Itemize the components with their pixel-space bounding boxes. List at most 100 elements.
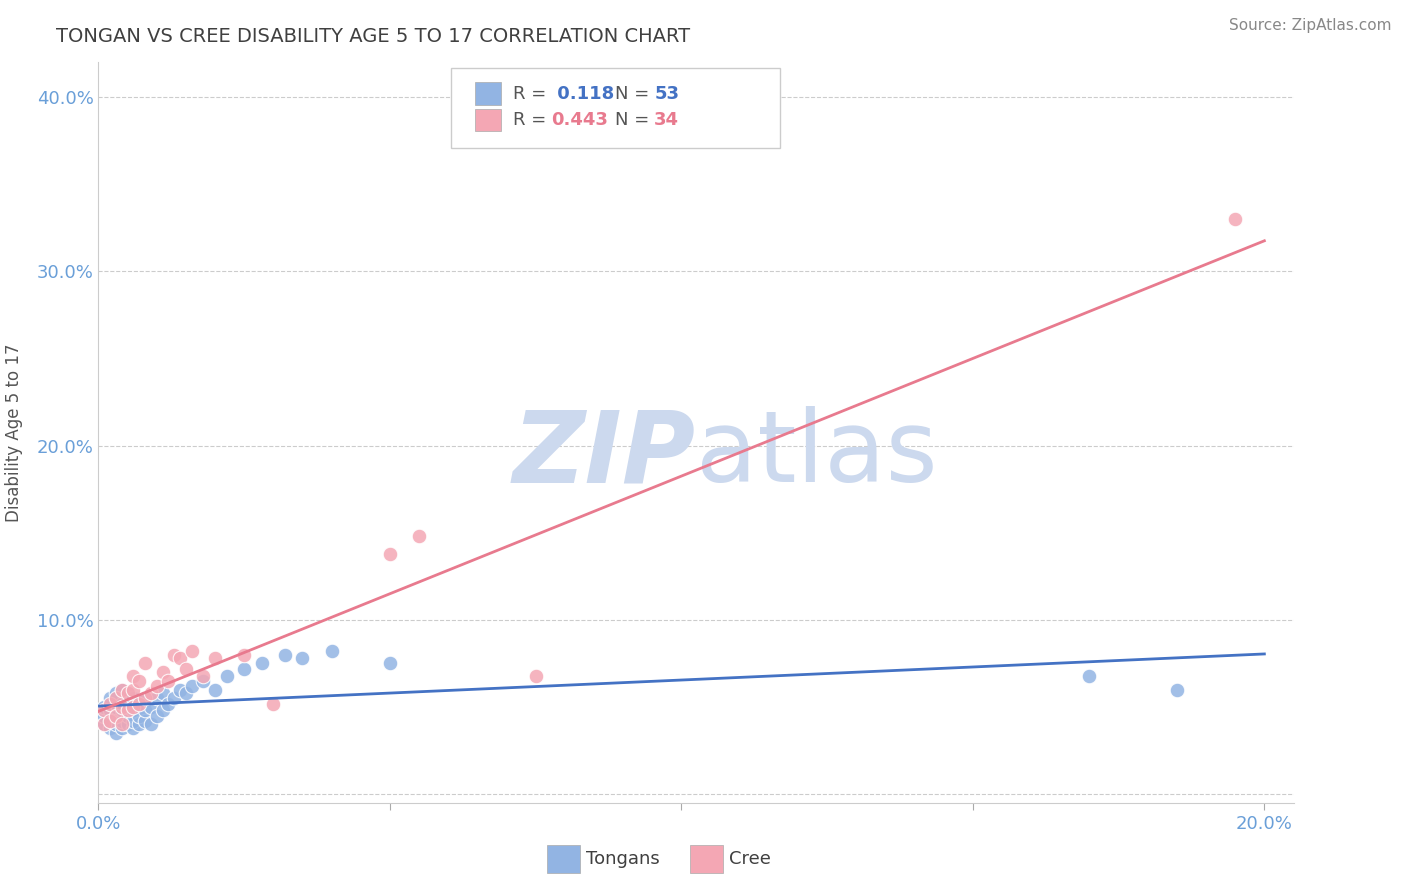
Point: [145, 691, 167, 706]
Point: [145, 708, 167, 723]
Point: [174, 686, 197, 700]
Point: [117, 717, 139, 731]
Point: [111, 703, 134, 717]
Point: [128, 717, 150, 731]
FancyBboxPatch shape: [547, 845, 581, 873]
Text: 34: 34: [654, 112, 679, 129]
Point: [111, 682, 134, 697]
Point: [163, 691, 186, 706]
Text: N =: N =: [614, 112, 655, 129]
Point: [104, 700, 127, 714]
Point: [104, 708, 127, 723]
Point: [193, 668, 215, 682]
Point: [117, 686, 139, 700]
FancyBboxPatch shape: [475, 82, 501, 104]
Point: [291, 651, 314, 665]
Point: [274, 648, 297, 662]
FancyBboxPatch shape: [451, 68, 780, 147]
Point: [152, 665, 174, 680]
Text: ZIP: ZIP: [513, 407, 696, 503]
Point: [128, 708, 150, 723]
Point: [233, 662, 256, 676]
Point: [204, 682, 226, 697]
Point: [111, 714, 134, 728]
FancyBboxPatch shape: [690, 845, 724, 873]
Text: 0.118: 0.118: [551, 85, 614, 103]
Point: [134, 657, 156, 671]
Point: [134, 691, 156, 706]
Text: atlas: atlas: [696, 407, 938, 503]
Point: [152, 686, 174, 700]
Point: [93, 700, 115, 714]
Point: [122, 668, 145, 682]
Point: [122, 714, 145, 728]
Point: [122, 721, 145, 735]
Point: [262, 697, 284, 711]
Point: [250, 657, 273, 671]
Point: [1225, 212, 1247, 227]
Point: [122, 691, 145, 706]
Point: [104, 708, 127, 723]
Point: [104, 717, 127, 731]
Point: [180, 644, 202, 658]
Text: N =: N =: [614, 85, 655, 103]
Text: TONGAN VS CREE DISABILITY AGE 5 TO 17 CORRELATION CHART: TONGAN VS CREE DISABILITY AGE 5 TO 17 CO…: [56, 27, 690, 45]
Point: [104, 726, 127, 740]
Point: [117, 708, 139, 723]
Text: Tongans: Tongans: [586, 850, 659, 868]
Point: [152, 703, 174, 717]
Point: [233, 648, 256, 662]
Point: [139, 700, 162, 714]
Point: [111, 682, 134, 697]
Point: [139, 717, 162, 731]
Point: [157, 673, 180, 688]
Point: [111, 721, 134, 735]
Text: 53: 53: [654, 85, 679, 103]
Point: [98, 714, 121, 728]
Point: [122, 703, 145, 717]
Point: [378, 657, 401, 671]
Text: Source: ZipAtlas.com: Source: ZipAtlas.com: [1229, 18, 1392, 33]
Point: [174, 662, 197, 676]
Point: [1078, 668, 1101, 682]
Point: [111, 700, 134, 714]
Point: [104, 686, 127, 700]
Text: R =: R =: [513, 85, 553, 103]
Point: [93, 717, 115, 731]
Point: [134, 714, 156, 728]
Point: [134, 703, 156, 717]
Point: [180, 679, 202, 693]
Point: [215, 668, 238, 682]
Point: [122, 682, 145, 697]
Point: [117, 686, 139, 700]
Text: R =: R =: [513, 112, 553, 129]
Point: [408, 529, 430, 543]
Point: [378, 547, 401, 561]
Point: [111, 697, 134, 711]
Point: [128, 697, 150, 711]
Point: [122, 700, 145, 714]
Point: [98, 721, 121, 735]
Y-axis label: Disability Age 5 to 17: Disability Age 5 to 17: [4, 343, 22, 522]
Point: [128, 697, 150, 711]
Point: [204, 651, 226, 665]
Point: [139, 686, 162, 700]
Point: [93, 708, 115, 723]
Point: [163, 648, 186, 662]
Point: [98, 697, 121, 711]
Point: [321, 644, 343, 658]
Point: [134, 691, 156, 706]
Text: 0.443: 0.443: [551, 112, 609, 129]
Text: Cree: Cree: [730, 850, 772, 868]
Point: [145, 679, 167, 693]
Point: [157, 697, 180, 711]
Point: [111, 717, 134, 731]
Point: [169, 651, 191, 665]
Point: [98, 714, 121, 728]
Point: [193, 673, 215, 688]
FancyBboxPatch shape: [475, 109, 501, 131]
Point: [128, 673, 150, 688]
Point: [169, 682, 191, 697]
Point: [98, 703, 121, 717]
Point: [93, 703, 115, 717]
